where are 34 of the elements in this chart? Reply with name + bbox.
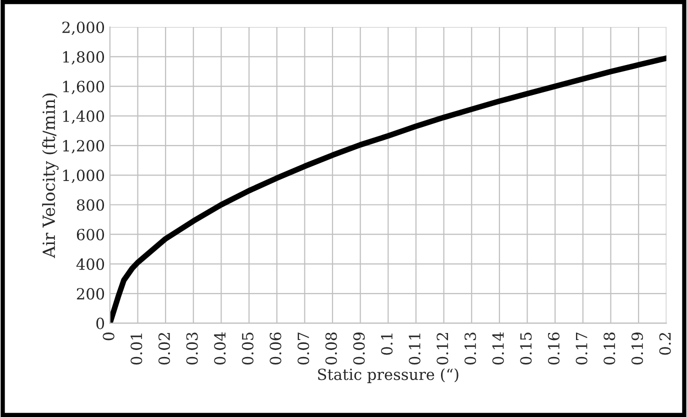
- y-tick-label: 200: [76, 288, 104, 300]
- y-tick-label: 800: [76, 199, 104, 211]
- x-tick-label: 0.11: [408, 334, 420, 365]
- x-tick-label: 0.13: [464, 332, 476, 365]
- x-axis-title: Static pressure (“): [318, 368, 458, 384]
- x-tick-label: 0.12: [436, 333, 448, 365]
- y-tick-label: 600: [76, 228, 104, 240]
- y-tick-label: 1,400: [63, 110, 104, 124]
- x-tick-label: 0.08: [325, 332, 337, 365]
- x-tick-label: 0: [102, 332, 114, 340]
- y-tick-label: 400: [76, 258, 104, 270]
- x-tick-label: 0.05: [242, 332, 254, 365]
- y-tick-label: 0: [96, 318, 104, 330]
- x-tick-label: 0.09: [353, 332, 365, 365]
- y-tick-label: 1,000: [63, 170, 104, 184]
- x-tick-label: 0.17: [576, 332, 588, 365]
- x-tick-label: 0.16: [548, 332, 560, 365]
- x-tick-label: 0.14: [492, 332, 504, 365]
- x-tick-label: 0.15: [520, 332, 532, 365]
- x-tick-label: 0.06: [270, 332, 282, 365]
- y-axis-title: Air Velocity (ft/min): [42, 94, 59, 258]
- x-tick-label: 0.01: [130, 334, 142, 365]
- y-tick-label: 1,800: [63, 51, 104, 65]
- x-tick-label: 0.02: [158, 333, 170, 365]
- y-tick-label: 1,600: [63, 80, 104, 94]
- x-tick-label: 0.1: [381, 334, 393, 355]
- x-tick-label: 0.18: [604, 332, 616, 365]
- y-tick-label: 1,200: [63, 140, 104, 154]
- x-tick-label: 0.04: [214, 332, 226, 365]
- x-tick-label: 0.19: [631, 332, 643, 365]
- y-tick-label: 2,000: [62, 22, 104, 35]
- x-tick-label: 0.07: [298, 332, 310, 365]
- x-tick-label: 0.2: [659, 333, 671, 355]
- x-tick-label: 0.03: [186, 332, 198, 365]
